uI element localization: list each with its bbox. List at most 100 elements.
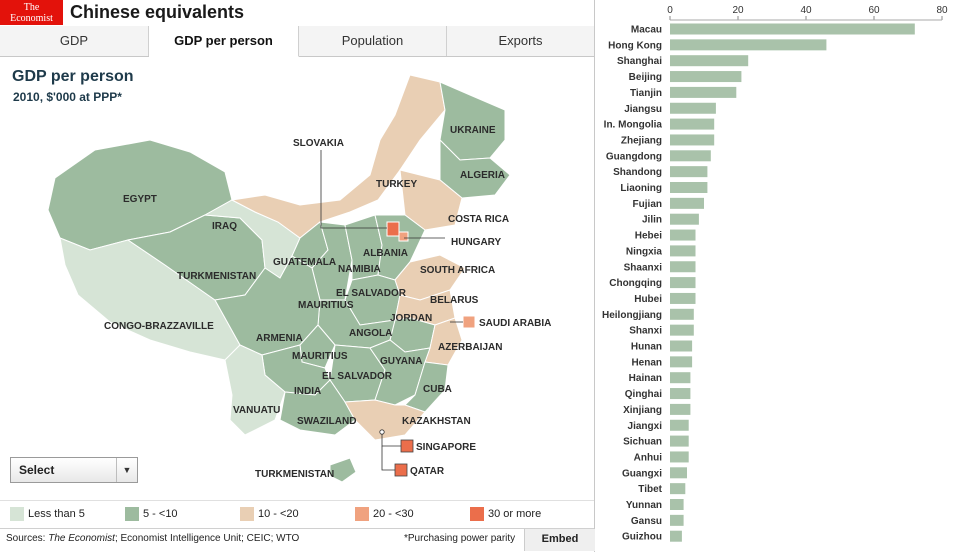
embed-button[interactable]: Embed <box>524 529 595 551</box>
legend-swatch <box>240 507 254 521</box>
bar[interactable] <box>670 483 686 495</box>
bar[interactable] <box>670 340 693 352</box>
map-label: AZERBAIJAN <box>438 342 502 353</box>
bar[interactable] <box>670 403 691 415</box>
map-label: SLOVAKIA <box>293 138 344 149</box>
ppp-note: *Purchasing power parity <box>404 533 516 544</box>
bar[interactable] <box>670 388 691 400</box>
region-guangdong[interactable] <box>344 399 426 441</box>
map-label: NAMIBIA <box>338 264 381 275</box>
bar[interactable] <box>670 530 682 542</box>
bar[interactable] <box>670 213 699 225</box>
bar-label: Jilin <box>642 215 662 226</box>
bar-label: Hebei <box>635 231 662 242</box>
bar-label: Macau <box>631 25 662 36</box>
bar[interactable] <box>670 197 704 209</box>
tab-population[interactable]: Population <box>299 26 447 56</box>
bar[interactable] <box>670 150 711 162</box>
bar[interactable] <box>670 435 689 447</box>
map-label: EL SALVADOR <box>336 288 407 299</box>
map-label: ALBANIA <box>363 248 408 259</box>
bar[interactable] <box>670 118 715 130</box>
bar[interactable] <box>670 261 696 273</box>
legend-item: 10 - <20 <box>240 507 299 521</box>
bar-label: Guangdong <box>606 151 662 162</box>
bar-label: Yunnan <box>626 500 662 511</box>
bar[interactable] <box>670 356 693 368</box>
map-label: INDIA <box>294 386 321 397</box>
bar-label: Hubei <box>634 294 662 305</box>
legend-swatch <box>355 507 369 521</box>
bar[interactable] <box>670 134 715 146</box>
map-label: MAURITIUS <box>292 351 348 362</box>
chevron-down-icon[interactable]: ▼ <box>116 458 137 482</box>
bar[interactable] <box>670 86 737 98</box>
region-heilongjiang[interactable] <box>439 81 506 161</box>
bar[interactable] <box>670 229 696 241</box>
pearl-river-dot <box>379 429 385 435</box>
bar-label: Anhui <box>634 452 663 463</box>
map-legend: Less than 5 5 - <10 10 - <20 20 - <30 30… <box>0 500 594 527</box>
leader-line-qatar <box>381 446 395 471</box>
legend-swatch <box>470 507 484 521</box>
bar-chart-panel: 0 20 40 60 80 Macau Hong Kong Shanghai Beijing Ti… <box>596 0 966 552</box>
bar-label: Guizhou <box>622 532 662 543</box>
bar-label: Hunan <box>631 342 662 353</box>
map-label: SOUTH AFRICA <box>420 265 495 276</box>
bar[interactable] <box>670 102 716 114</box>
bar[interactable] <box>670 245 696 257</box>
bar-label: Zhejiang <box>621 135 662 146</box>
bar-label: Shandong <box>613 167 662 178</box>
bar[interactable] <box>670 71 742 83</box>
region-beijing[interactable] <box>386 221 400 237</box>
map-label: TURKMENISTAN <box>255 469 334 480</box>
bar[interactable] <box>670 277 696 289</box>
tab-exports[interactable]: Exports <box>498 33 543 48</box>
logo-line-2: Economist <box>10 13 53 24</box>
map-label: SINGAPORE <box>416 442 476 453</box>
bar[interactable] <box>670 308 694 320</box>
legend-item: 5 - <10 <box>125 507 178 521</box>
map-label: ARMENIA <box>256 333 303 344</box>
bar-label: Hainan <box>629 373 662 384</box>
leader-line-slovakia <box>320 150 387 229</box>
map-label: ANGOLA <box>349 328 392 339</box>
region-yunnan[interactable] <box>224 344 286 436</box>
region-hong-kong[interactable] <box>400 439 414 453</box>
bar[interactable] <box>670 419 689 431</box>
tab-gdp[interactable]: GDP <box>0 26 149 56</box>
bar[interactable] <box>670 499 684 510</box>
bar-label: Guangxi <box>622 468 662 479</box>
bar[interactable] <box>670 324 694 336</box>
bar-label: Henan <box>631 357 662 368</box>
bar[interactable] <box>670 514 684 526</box>
bar[interactable] <box>670 55 749 67</box>
region-shanghai[interactable] <box>462 315 476 329</box>
bar[interactable] <box>670 451 689 463</box>
app-title: Chinese equivalents <box>70 2 245 22</box>
map-label: IRAQ <box>212 221 237 232</box>
bar-label: Shanxi <box>629 326 662 337</box>
province-select[interactable]: Select ▼ <box>10 457 138 483</box>
bar[interactable] <box>670 292 696 304</box>
bar[interactable] <box>670 182 708 193</box>
bar-label: Ningxia <box>626 246 663 257</box>
region-macau[interactable] <box>394 463 408 477</box>
sources-rest: ; Economist Intelligence Unit; CEIC; WTO <box>114 533 300 544</box>
region-hainan[interactable] <box>329 457 357 483</box>
tab-gdp-per-person[interactable]: GDP per person <box>149 26 299 57</box>
map-label: MAURITIUS <box>298 300 354 311</box>
map-label: BELARUS <box>430 295 479 306</box>
map-label: CUBA <box>423 384 452 395</box>
bar-label: Jiangxi <box>628 421 663 432</box>
map-label: KAZAKHSTAN <box>402 416 471 427</box>
bar-label: Shanghai <box>617 56 662 67</box>
bar[interactable] <box>670 166 708 178</box>
bar[interactable] <box>670 23 915 35</box>
bar[interactable] <box>670 39 827 51</box>
region-tianjin[interactable] <box>398 231 409 242</box>
bar[interactable] <box>670 372 691 384</box>
bar[interactable] <box>670 467 687 479</box>
x-tick-label: 0 <box>667 5 673 16</box>
tab-bar: GDP GDP per person Population Exports <box>0 26 594 57</box>
